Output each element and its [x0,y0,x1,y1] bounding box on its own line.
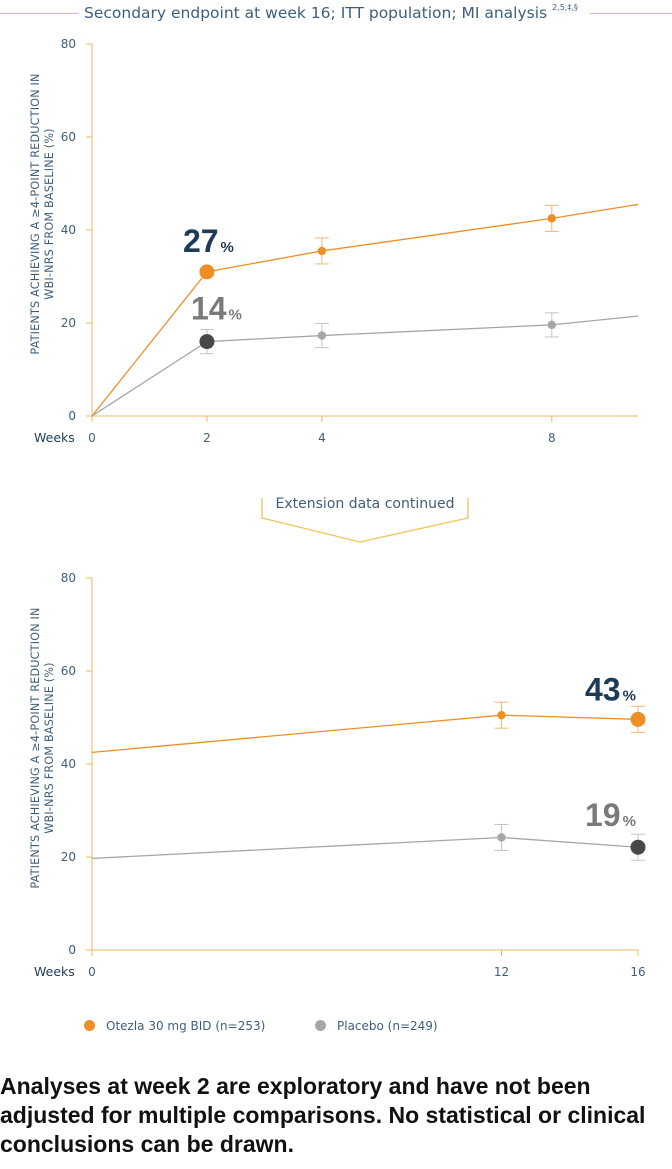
y-tick-label: 20 [61,850,76,864]
y-axis-label-line-1: PATIENTS ACHIEVING A ≥4-POINT REDUCTION … [29,73,42,354]
y-tick-label: 80 [61,37,76,51]
x-axis-label: Weeks [34,430,75,445]
data-point-otezla [497,710,506,720]
x-tick-label: 12 [494,965,509,979]
header-superscript: 2,5,‡,§ [552,2,578,12]
callout-placebo: 14% [191,291,242,327]
line-chart-weeks-0-8: PATIENTS ACHIEVING A ≥4-POINT REDUCTION … [29,37,639,445]
legend-item-otezla: Otezla 30 mg BID (n=253) [84,1019,265,1033]
y-axis-label-line-1: PATIENTS ACHIEVING A ≥4-POINT REDUCTION … [29,607,42,888]
data-point-placebo [547,320,556,330]
y-axis-label-line-2: WBI-NRS FROM BASELINE (%) [43,128,56,299]
y-tick-label: 20 [61,316,76,330]
header-title: Secondary endpoint at week 16; ITT popul… [84,2,578,22]
data-point-otezla [547,214,556,223]
data-point-placebo [317,331,327,340]
header-rule-right [590,13,672,14]
data-point-otezla [630,711,646,727]
callout-otezla: 43% [585,671,636,707]
x-tick-label: 8 [548,431,556,445]
line-chart-weeks-0-16: PATIENTS ACHIEVING A ≥4-POINT REDUCTION … [29,571,646,979]
legend-label-otezla: Otezla 30 mg BID (n=253) [106,1019,266,1033]
data-point-placebo [497,833,506,842]
extension-label: Extension data continued [275,496,455,512]
callout-unit-placebo: % [229,307,242,324]
y-tick-label: 40 [61,757,76,771]
extension-bracket [261,498,469,543]
legend-label-placebo: Placebo (n=249) [337,1019,438,1033]
callout-value-otezla: 27 [183,223,219,259]
chart-header: Secondary endpoint at week 16; ITT popul… [0,2,672,28]
x-tick-label: 16 [630,965,645,979]
x-tick-label: 2 [203,431,211,445]
y-tick-label: 40 [61,223,76,237]
data-point-otezla [317,246,327,256]
series-line-placebo [91,836,639,860]
x-axis-label: Weeks [34,964,75,979]
callout-otezla: 27% [183,223,234,259]
x-tick-label: 0 [88,431,96,445]
callout-unit-otezla: % [221,239,234,256]
y-tick-label: 60 [61,130,76,144]
callout-value-placebo: 19 [585,797,621,833]
y-axis-label-line-2: WBI-NRS FROM BASELINE (%) [43,662,56,833]
data-point-otezla [199,264,215,280]
legend-item-placebo: Placebo (n=249) [315,1019,438,1033]
callout-value-otezla: 43 [585,671,621,707]
footnote: Analyses at week 2 are exploratory and h… [0,1073,646,1157]
y-tick-label: 80 [61,571,76,585]
header-rule-left [0,13,78,14]
data-point-placebo [630,839,646,855]
x-tick-label: 0 [88,965,96,979]
series-line-otezla [91,714,639,754]
callout-placebo: 19% [585,797,636,833]
legend-dot-placebo [315,1020,326,1031]
callout-unit-placebo: % [623,813,636,830]
callout-value-placebo: 14 [191,291,227,327]
callout-unit-otezla: % [623,687,636,704]
data-point-placebo [199,334,215,350]
x-tick-label: 4 [318,431,326,445]
y-tick-label: 0 [68,409,76,423]
legend-dot-otezla [84,1020,95,1031]
y-tick-label: 0 [68,943,76,957]
y-tick-label: 60 [61,664,76,678]
